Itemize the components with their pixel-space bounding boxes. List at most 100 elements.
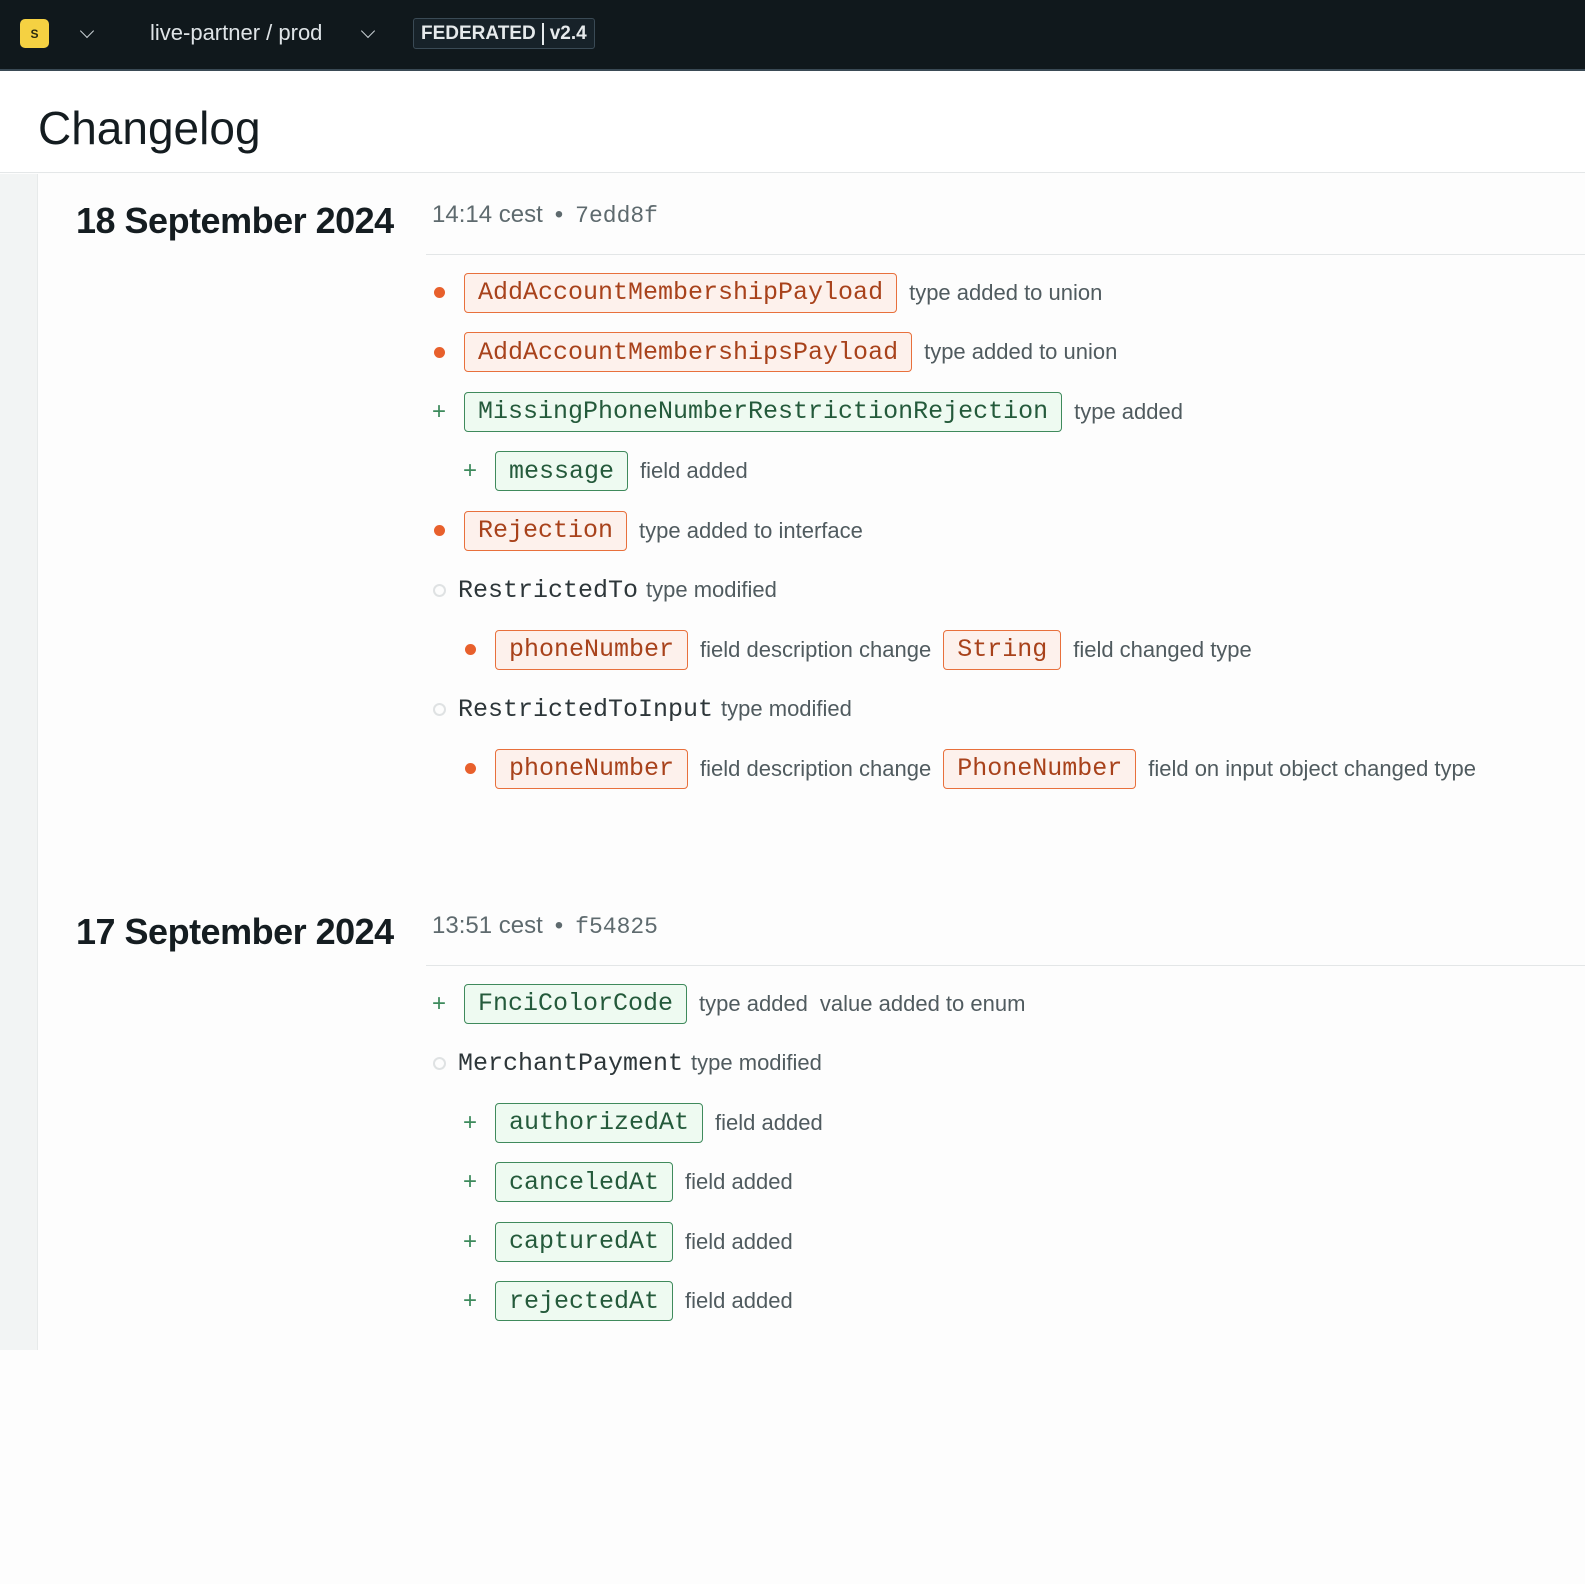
change-row: + message field added [426, 442, 1488, 502]
badge-separator [541, 22, 544, 45]
change-marker: + [457, 459, 483, 483]
dot-icon [433, 287, 445, 299]
change-description: type added to union [909, 279, 1103, 305]
left-gutter [0, 174, 38, 1350]
type-name[interactable]: RestrictedToInput [458, 694, 714, 724]
type-pill[interactable]: capturedAt [495, 1221, 674, 1262]
org-logo[interactable]: S [20, 19, 49, 48]
change-description: field on input object changed type [1148, 755, 1477, 781]
change-description: type added to interface [639, 517, 863, 543]
change-marker: + [457, 1108, 483, 1136]
type-pill[interactable]: PhoneNumber [943, 748, 1137, 789]
entry-meta: 13:51 cest • f54825 [432, 912, 658, 940]
change-description: field added [715, 1109, 823, 1135]
type-name[interactable]: MerchantPayment [458, 1048, 684, 1078]
change-marker: + [426, 989, 452, 1017]
type-pill[interactable]: phoneNumber [495, 748, 689, 789]
change-list: + FnciColorCode type added value added to e… [426, 974, 1037, 1331]
title-bar: Changelog [0, 71, 1585, 173]
entry-time: 14:14 cest [432, 201, 543, 228]
change-marker [457, 763, 483, 775]
type-pill[interactable]: String [943, 629, 1062, 670]
change-row: Rejection type added to interface [426, 501, 1488, 561]
plus-icon: + [462, 1168, 477, 1196]
graph-chevron-down-icon[interactable] [360, 23, 376, 39]
top-bar: S live-partner / prod FEDERATED v2.4 [0, 0, 1585, 71]
change-row: AddAccountMembershipPayload type added to… [426, 263, 1488, 323]
dot-icon [464, 763, 476, 775]
change-row: AddAccountMembershipsPayload type added t… [426, 323, 1488, 383]
type-pill[interactable]: MissingPhoneNumberRestrictionRejection [464, 391, 1063, 432]
change-marker [426, 1056, 452, 1070]
change-description: type modified [721, 696, 852, 722]
type-pill[interactable]: canceledAt [495, 1162, 674, 1203]
type-pill[interactable]: rejectedAt [495, 1281, 674, 1322]
change-row: + FnciColorCode type added value added to e… [426, 974, 1037, 1034]
change-description: field changed type [1073, 636, 1252, 662]
change-marker [426, 346, 452, 358]
change-row: RestrictedTo type modified [426, 561, 1488, 621]
entry-date: 18 September 2024 [76, 200, 394, 241]
circle-outline-icon [432, 583, 446, 597]
change-marker: + [457, 1170, 483, 1194]
change-marker [426, 525, 452, 537]
circle-outline-icon [432, 1056, 446, 1070]
entry-divider [426, 965, 1585, 966]
change-description: type added [1074, 398, 1183, 424]
entry-date: 17 September 2024 [76, 911, 394, 952]
change-marker: + [457, 1289, 483, 1313]
page-title: Changelog [38, 102, 261, 154]
plus-icon: + [462, 457, 477, 485]
change-description: field description change [700, 755, 932, 781]
change-description: value added to enum [819, 990, 1026, 1016]
entry-meta: 14:14 cest • 7edd8f [432, 201, 658, 229]
federation-badge: FEDERATED v2.4 [413, 18, 595, 49]
separator-dot: • [554, 912, 564, 939]
change-description: field added [685, 1288, 793, 1314]
type-pill[interactable]: authorizedAt [495, 1102, 704, 1143]
graph-variant-selector[interactable]: live-partner / prod [150, 20, 323, 45]
change-marker [426, 702, 452, 716]
type-name[interactable]: RestrictedTo [458, 575, 639, 605]
change-marker: + [457, 1229, 483, 1254]
change-marker [426, 583, 452, 597]
changelog-entry: 17 September 2024 13:51 cest • f54825 + FnciC… [39, 884, 1585, 1584]
change-list: AddAccountMembershipPayload type added to… [426, 263, 1488, 799]
badge-mode: FEDERATED [421, 22, 536, 44]
change-marker [426, 287, 452, 299]
entry-divider [426, 254, 1585, 255]
type-pill[interactable]: AddAccountMembershipPayload [464, 272, 898, 313]
separator-dot: • [554, 201, 564, 228]
dot-icon [433, 346, 445, 358]
change-description: type modified [646, 577, 777, 603]
change-row: phoneNumber field description change Phone… [426, 739, 1488, 799]
change-description: type added [699, 990, 808, 1016]
plus-icon: + [462, 1108, 477, 1136]
type-pill[interactable]: FnciColorCode [464, 983, 688, 1024]
commit-hash[interactable]: f54825 [575, 914, 658, 940]
dot-icon [433, 525, 445, 537]
org-chevron-down-icon[interactable] [79, 23, 95, 39]
change-row: + authorizedAt field added [426, 1093, 1037, 1153]
change-description: field description change [700, 636, 932, 662]
change-description: field added [685, 1169, 793, 1195]
entry-time: 13:51 cest [432, 912, 543, 939]
change-description: field added [640, 458, 748, 484]
plus-icon: + [431, 989, 446, 1017]
change-row: + MissingPhoneNumberRestrictionRejection t… [426, 382, 1488, 442]
change-row: phoneNumber field description change Strin… [426, 620, 1488, 680]
change-description: type modified [691, 1050, 822, 1076]
change-row: + capturedAt field added [426, 1212, 1037, 1272]
plus-icon: + [431, 397, 446, 425]
badge-version: v2.4 [549, 22, 587, 44]
change-row: + rejectedAt field added [426, 1272, 1037, 1332]
change-marker: + [426, 397, 452, 425]
change-row: MerchantPayment type modified [426, 1034, 1037, 1094]
commit-hash[interactable]: 7edd8f [575, 203, 658, 229]
type-pill[interactable]: AddAccountMembershipsPayload [464, 332, 913, 373]
type-pill[interactable]: phoneNumber [495, 629, 689, 670]
change-description: field added [685, 1228, 793, 1254]
change-row: RestrictedToInput type modified [426, 680, 1488, 740]
type-pill[interactable]: message [495, 451, 629, 492]
type-pill[interactable]: Rejection [464, 510, 628, 551]
